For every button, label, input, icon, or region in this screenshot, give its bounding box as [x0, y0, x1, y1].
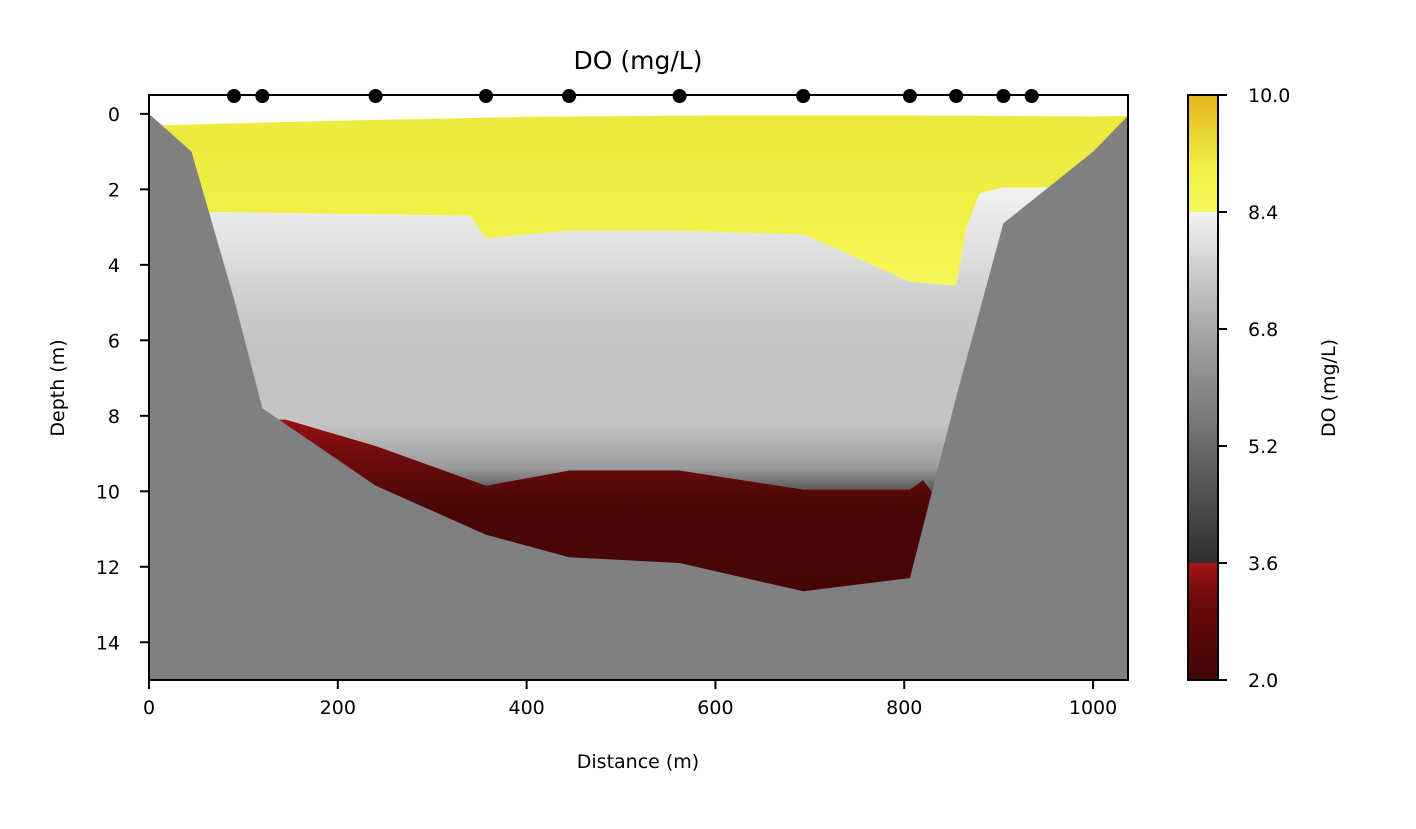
colorbar-ticks: 10.0 8.4 6.8 5.2 3.6 2.0 — [1218, 85, 1290, 692]
y-tick-label: 10 — [96, 481, 120, 503]
x-tick-label: 600 — [697, 697, 733, 719]
x-tick-label: 400 — [508, 697, 544, 719]
y-tick-label: 8 — [108, 406, 120, 428]
sample-station-marker — [1024, 89, 1039, 103]
y-tick-label: 2 — [108, 179, 120, 201]
sample-station-marker — [368, 89, 383, 103]
colorbar — [1187, 94, 1219, 681]
y-tick-label: 6 — [108, 330, 120, 352]
plot-frame — [148, 94, 1129, 681]
y-tick-label: 14 — [96, 632, 120, 654]
high-do-zone — [149, 115, 1128, 286]
x-axis: 0 200 400 600 800 1000 — [143, 680, 1117, 719]
sample-station-marker — [255, 89, 270, 103]
sample-station-marker — [996, 89, 1011, 103]
colorbar-tick-label: 8.4 — [1248, 202, 1278, 224]
colorbar-tick-label: 2.0 — [1248, 670, 1278, 692]
colorbar-tick-label: 6.8 — [1248, 319, 1278, 341]
y-tick-label: 4 — [108, 255, 120, 277]
chart-title: DO (mg/L) — [574, 46, 703, 75]
sample-station-marker — [227, 89, 241, 103]
x-tick-label: 1000 — [1069, 697, 1117, 719]
x-tick-label: 0 — [143, 697, 155, 719]
sample-station-marker — [672, 89, 687, 103]
colorbar-tick-label: 3.6 — [1248, 553, 1278, 575]
colorbar-tick-label: 5.2 — [1248, 436, 1278, 458]
sample-station-marker — [562, 89, 577, 103]
x-tick-label: 200 — [320, 697, 356, 719]
x-tick-label: 800 — [886, 697, 922, 719]
x-axis-label: Distance (m) — [577, 751, 699, 773]
colorbar-tick-label: 10.0 — [1248, 85, 1290, 107]
sample-station-marker — [949, 89, 964, 103]
sample-stations — [227, 89, 1039, 103]
colorbar-label: DO (mg/L) — [1318, 339, 1340, 437]
y-axis: 0 2 4 6 8 10 12 14 — [96, 104, 149, 654]
river-bed — [149, 113, 1128, 680]
sample-station-marker — [796, 89, 811, 103]
sample-station-marker — [479, 89, 493, 103]
y-tick-label: 12 — [96, 557, 120, 579]
mid-do-zone — [149, 187, 1128, 492]
y-axis-label: Depth (m) — [47, 339, 69, 436]
y-tick-label: 0 — [108, 104, 120, 126]
sample-station-marker — [902, 89, 917, 103]
